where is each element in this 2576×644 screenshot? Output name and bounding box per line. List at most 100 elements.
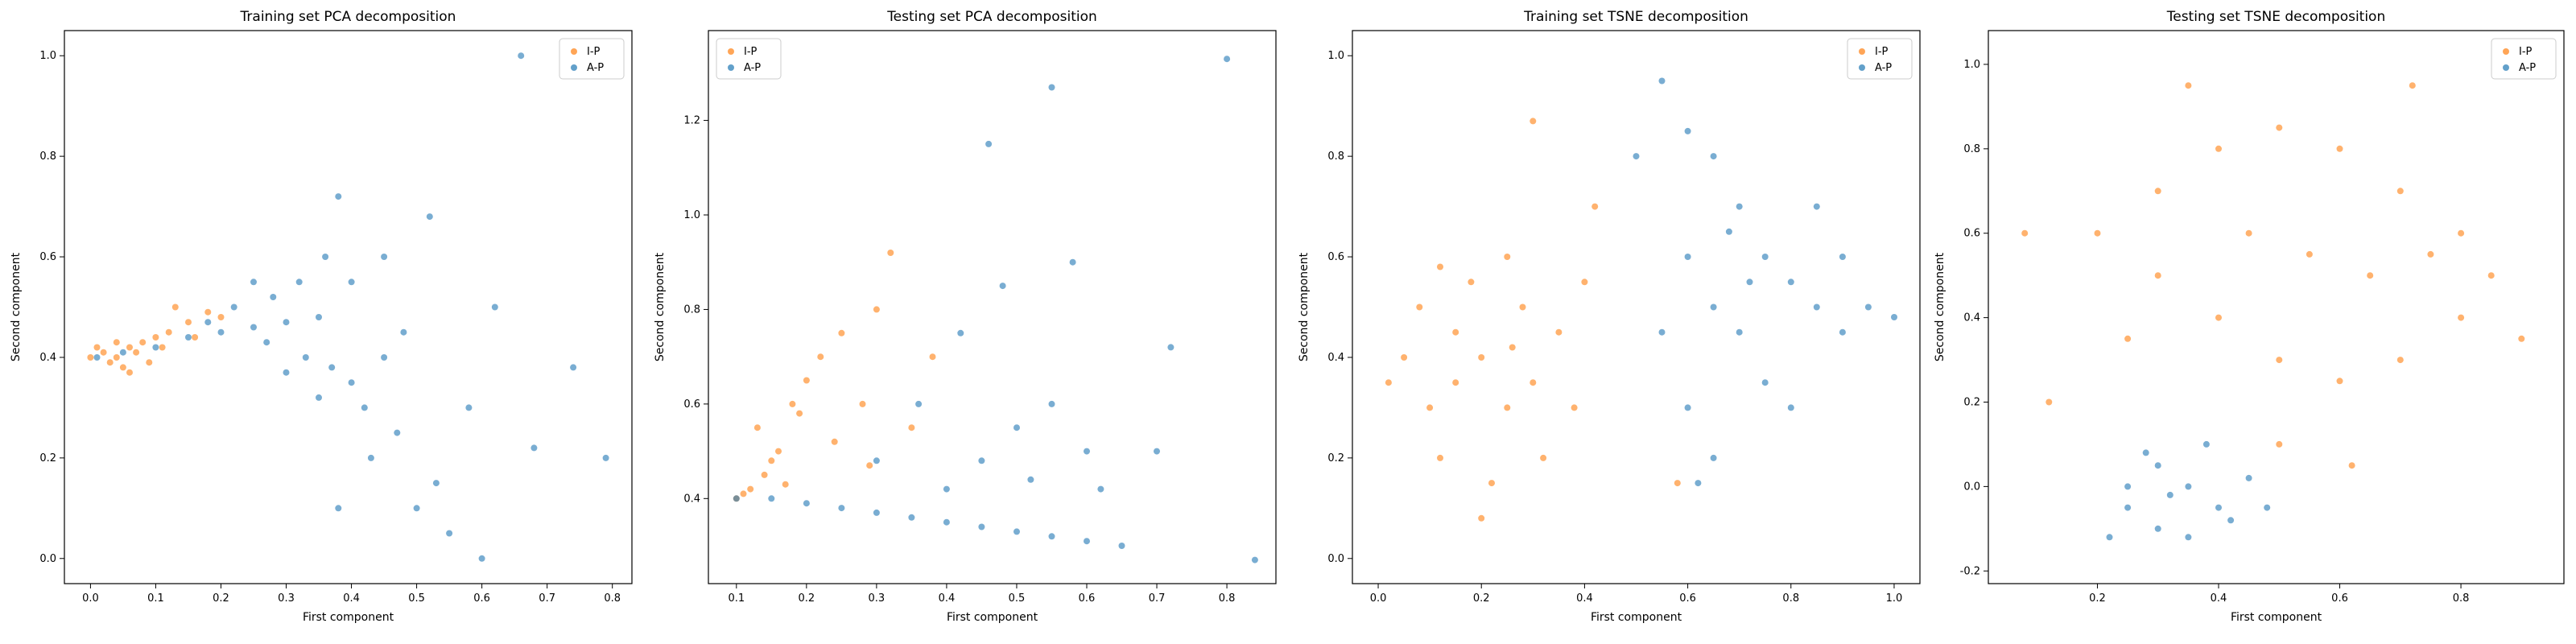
x-tick-label: 0.6 <box>2331 592 2348 605</box>
data-point <box>106 359 114 366</box>
data-point <box>2409 82 2416 89</box>
plot-frame <box>1352 30 1921 584</box>
x-tick-label: 0.1 <box>147 592 164 605</box>
x-axis-label: First component <box>947 611 1038 624</box>
legend-marker <box>1859 48 1865 55</box>
y-tick-label: 0.8 <box>39 151 56 163</box>
data-point <box>1891 314 1897 320</box>
data-point <box>1710 454 1717 461</box>
data-point <box>465 404 473 411</box>
x-tick-label: 1.0 <box>1886 592 1903 605</box>
legend-label: I-P <box>2519 46 2533 58</box>
data-point <box>230 303 237 311</box>
data-point <box>2276 124 2283 131</box>
data-point <box>1437 454 1443 461</box>
data-point <box>1118 543 1125 549</box>
y-tick-label: 0.2 <box>39 452 56 464</box>
data-point <box>1452 328 1459 336</box>
data-point <box>1736 328 1743 336</box>
data-point <box>1710 153 1717 160</box>
legend-marker <box>728 64 734 71</box>
data-point <box>1633 153 1640 160</box>
data-point <box>873 306 880 313</box>
data-point <box>943 518 950 526</box>
data-point <box>217 328 225 336</box>
data-point <box>2336 378 2343 385</box>
data-point <box>2396 357 2404 364</box>
y-tick-label: 0.6 <box>683 398 700 411</box>
data-point <box>1468 279 1475 286</box>
data-point <box>152 344 159 351</box>
data-point <box>1839 328 1846 336</box>
data-point <box>146 359 153 366</box>
legend-label: A-P <box>744 62 761 74</box>
legend-marker <box>728 48 734 55</box>
data-point <box>1504 404 1511 411</box>
data-point <box>530 444 538 452</box>
data-point <box>1761 379 1769 386</box>
scatter-points <box>87 52 609 562</box>
data-point <box>1736 203 1743 210</box>
data-point <box>2276 357 2283 364</box>
legend-marker <box>1859 64 1865 71</box>
legend-label: I-P <box>744 46 758 58</box>
data-point <box>367 454 374 461</box>
data-point <box>119 349 126 356</box>
y-tick-label: 0.0 <box>39 553 56 565</box>
x-axis-label: First component <box>303 611 394 624</box>
x-tick-label: 0.8 <box>1219 592 1236 605</box>
data-point <box>133 349 140 356</box>
chart-panel: 0.1 0.2 0.3 0.4 0.5 0.6 0.7 0.8 0.4 0.6 0.8 1.0 1.2 T… <box>654 9 1277 624</box>
data-point <box>1658 328 1666 336</box>
data-point <box>1684 254 1691 260</box>
legend: I-P A-P <box>716 38 782 80</box>
y-tick-label: 1.0 <box>683 209 700 221</box>
data-point <box>381 254 388 260</box>
data-point <box>873 457 880 464</box>
data-point <box>817 353 824 361</box>
data-point <box>204 308 212 316</box>
data-point <box>2185 483 2192 490</box>
x-tick-label: 0.4 <box>1576 592 1593 605</box>
x-axis-label: First component <box>2231 611 2322 624</box>
data-point <box>113 354 120 361</box>
data-point <box>87 354 94 361</box>
data-point <box>1813 303 1820 311</box>
data-point <box>2154 272 2161 279</box>
data-point <box>957 329 964 336</box>
data-point <box>768 457 775 464</box>
data-point <box>171 303 179 311</box>
data-point <box>2227 517 2235 524</box>
legend-label: A-P <box>1875 62 1892 74</box>
data-point <box>2166 491 2174 498</box>
data-point <box>2245 474 2252 481</box>
x-tick-label: 0.0 <box>82 592 99 605</box>
data-point <box>2396 188 2404 195</box>
data-point <box>908 424 915 431</box>
data-point <box>1478 354 1485 361</box>
y-tick-label: 0.8 <box>683 303 700 316</box>
data-point <box>1013 528 1020 535</box>
data-point <box>165 328 172 336</box>
data-point <box>283 369 290 376</box>
data-point <box>782 481 789 488</box>
data-point <box>1416 303 1423 311</box>
data-point <box>1761 254 1769 260</box>
data-point <box>2518 335 2525 342</box>
plot-frame <box>1988 30 2565 584</box>
data-point <box>2215 145 2222 152</box>
data-point <box>1746 279 1753 286</box>
data-point <box>978 457 985 464</box>
data-point <box>1027 476 1034 483</box>
scatter-points <box>1385 77 1897 522</box>
data-point <box>1426 404 1434 411</box>
legend-marker <box>2503 64 2509 71</box>
data-point <box>1488 480 1495 487</box>
data-point <box>929 353 936 361</box>
data-point <box>348 379 355 386</box>
data-point <box>2367 272 2374 279</box>
data-point <box>2458 229 2465 237</box>
chart-title: Testing set PCA decomposition <box>886 9 1097 25</box>
legend-label: A-P <box>587 62 604 74</box>
y-axis-label: Second component <box>10 252 23 361</box>
